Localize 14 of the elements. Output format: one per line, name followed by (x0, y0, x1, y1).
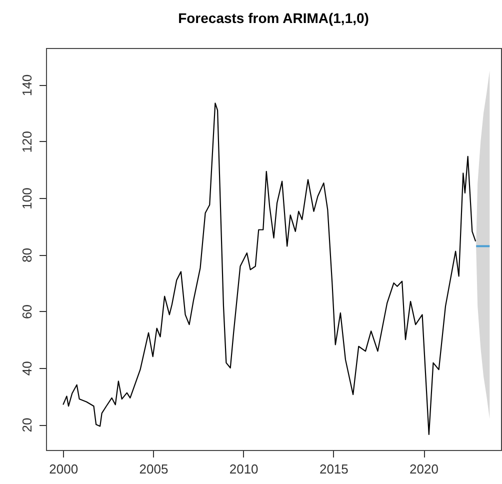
y-tick-label: 100 (20, 188, 34, 210)
y-tick-label: 60 (20, 304, 34, 320)
x-tick-label: 2020 (410, 462, 438, 476)
chart-title: Forecasts from ARIMA(1,1,0) (178, 10, 369, 26)
y-tick-label: 140 (20, 74, 34, 96)
line-series (62, 102, 476, 435)
x-tick-label: 2005 (139, 462, 168, 476)
x-tick-label: 2015 (319, 462, 348, 476)
x-tick-label: 2010 (229, 462, 258, 476)
y-tick-label: 20 (20, 418, 34, 432)
y-tick-label: 120 (20, 131, 34, 153)
y-tick-label: 80 (20, 248, 34, 262)
y-tick-label: 40 (20, 361, 34, 376)
x-tick-label: 2000 (49, 462, 78, 476)
